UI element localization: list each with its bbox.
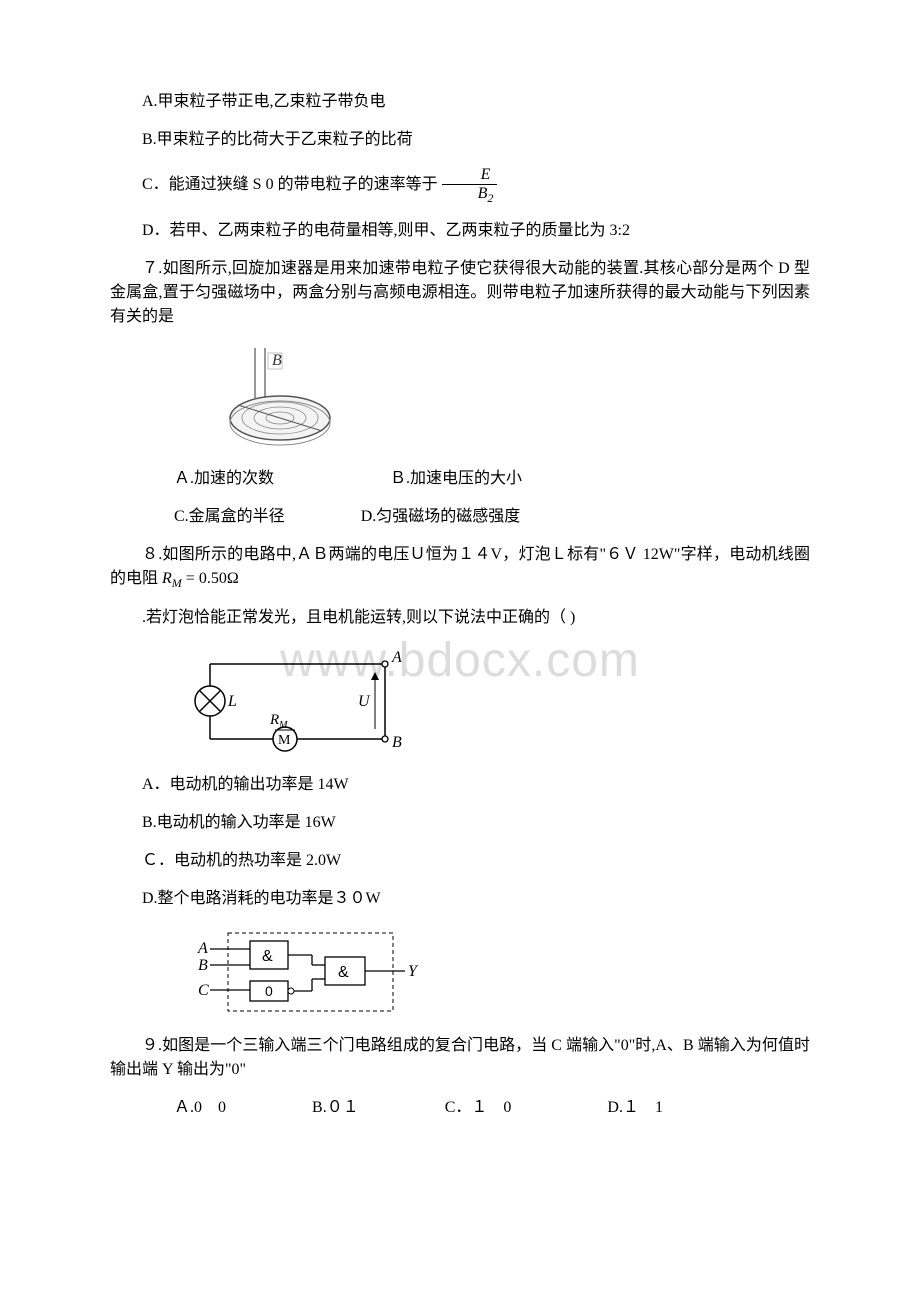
q9-label-y: Y [408, 963, 419, 980]
q7-opt-d: D.匀强磁场的磁感强度 [329, 505, 521, 529]
q8-rm-sub: M [172, 576, 182, 590]
q8-intro-line1: ８.如图所示的电路中,ＡＢ两端的电压Ｕ恒为１４V，灯泡Ｌ标有"６Ｖ 12W"字样… [110, 543, 810, 592]
q7-opt-a: Ａ.加速的次数 [142, 467, 274, 491]
q8-opt-b: B.电动机的输入功率是 16W [110, 811, 810, 835]
q9-opt-c: C．１ 0 [413, 1096, 512, 1120]
q9-intro: ９.如图是一个三输入端三个门电路组成的复合门电路，当 C 端输入"0"时,A、B… [110, 1034, 810, 1082]
q8-figure-circuit: L A B U M RM [190, 644, 410, 759]
q7-figure-cyclotron: B [220, 343, 340, 453]
q6-opt-c-text: C．能通过狭缝 S 0 的带电粒子的速率等于 [142, 176, 438, 193]
q8-rm-eq: = 0.50Ω [182, 570, 239, 587]
q9-label-b: B [198, 957, 208, 974]
q9-opt-b: B.０１ [280, 1096, 359, 1120]
q7-label-b: B [272, 352, 282, 369]
q9-figure-logic: A B C & 0 & Y [190, 925, 420, 1020]
q6-opt-a: A.甲束粒子带正电,乙束粒子带负电 [110, 90, 810, 114]
q9-gate-and2: & [338, 964, 349, 981]
q6-opt-b: B.甲束粒子的比荷大于乙束粒子的比荷 [110, 128, 810, 152]
q9-gate-0: 0 [265, 983, 273, 999]
q8-label-l: L [227, 693, 237, 710]
q9-label-c: C [198, 982, 209, 999]
q8-label-rm: RM [269, 712, 288, 731]
q7-opts-row1: Ａ.加速的次数 Ｂ.加速电压的大小 [110, 467, 810, 491]
q9-label-a: A [197, 940, 208, 957]
q8-label-a: A [391, 649, 402, 666]
q7-opt-c: C.金属盒的半径 [142, 505, 285, 529]
q8-rm-r: R [162, 570, 172, 587]
q9-opts: Ａ.0 0 B.０１ C．１ 0 D.１ 1 [110, 1096, 810, 1120]
q6-opt-d: D．若甲、乙两束粒子的电荷量相等,则甲、乙两束粒子的质量比为 3:2 [110, 219, 810, 243]
q8-label-m: M [278, 733, 291, 748]
q8-opt-c: Ｃ．电动机的热功率是 2.0W [110, 849, 810, 873]
q8-opt-a: A．电动机的输出功率是 14W [110, 773, 810, 797]
q9-opt-a: Ａ.0 0 [142, 1096, 226, 1120]
q8-opt-d: D.整个电路消耗的电功率是３０W [110, 887, 810, 911]
q9-gate-and1: & [262, 948, 273, 965]
q8-intro-line2: .若灯泡恰能正常发光，且电机能运转,则以下说法中正确的（ ) [110, 606, 810, 630]
q9-opt-d: D.１ 1 [575, 1096, 663, 1120]
q6-frac-num: E [442, 166, 498, 185]
q7-opt-b: Ｂ.加速电压的大小 [358, 467, 522, 491]
q6-frac-den-base: B [478, 185, 488, 202]
q8-label-u: U [358, 693, 371, 710]
q7-opts-row2: C.金属盒的半径 D.匀强磁场的磁感强度 [110, 505, 810, 529]
q6-opt-c-fraction: E B2 [442, 166, 498, 205]
q7-intro: ７.如图所示,回旋加速器是用来加速带电粒子使它获得很大动能的装置.其核心部分是两… [110, 257, 810, 329]
q6-frac-den: B2 [442, 185, 498, 205]
q8-label-b: B [392, 734, 402, 751]
q6-opt-c: C．能通过狭缝 S 0 的带电粒子的速率等于 E B2 [110, 166, 810, 205]
q8-rm-var: RM [162, 570, 182, 587]
q6-frac-den-sub: 2 [487, 191, 493, 205]
